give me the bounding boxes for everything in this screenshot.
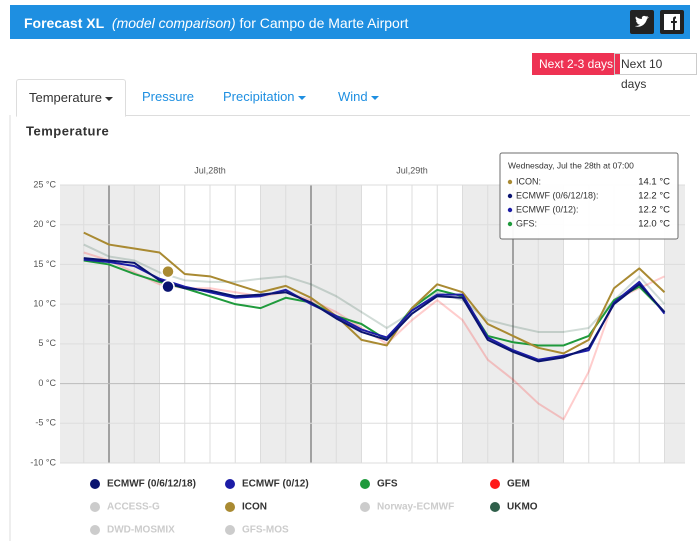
tooltip-dot [507, 221, 513, 227]
y-tick-label: 5 °C [38, 338, 56, 348]
twitter-button[interactable] [630, 10, 654, 34]
series-line [83, 251, 665, 421]
tooltip-row-value: 14.1 °C [638, 177, 670, 188]
night-band [60, 185, 160, 463]
tooltip-box [499, 152, 679, 240]
facebook-button[interactable] [660, 10, 684, 34]
header-location: for Campo de Marte Airport [239, 15, 409, 31]
y-tick-label: 15 °C [33, 259, 56, 269]
legend-label[interactable]: ICON [242, 502, 267, 513]
series-line [83, 231, 666, 355]
precipitation-tab[interactable]: Precipitation [211, 79, 318, 115]
legend-marker [360, 479, 370, 489]
header-text: Forecast XL (model comparison) for Campo… [24, 15, 408, 31]
night-band [260, 185, 362, 463]
tooltip-row-name: GFS: [516, 218, 537, 228]
legend-marker [90, 479, 100, 489]
legend-label[interactable]: ECMWF (0/12) [242, 479, 309, 490]
tooltip-row-name: ICON: [516, 176, 541, 186]
tab-label: Temperature [29, 90, 102, 105]
legend-label[interactable]: GFS-MOS [242, 525, 289, 536]
hover-marker [161, 264, 175, 279]
legend-marker [225, 525, 235, 535]
pressure-tab[interactable]: Pressure [130, 79, 206, 115]
x-tick-label: Jul,29th [396, 165, 428, 175]
y-tick-label: 10 °C [33, 299, 56, 309]
chart-title: Temperature [26, 123, 109, 138]
header-bar: Forecast XL (model comparison) for Campo… [10, 5, 690, 39]
header-title: Forecast XL [24, 15, 105, 31]
tooltip-dot [507, 207, 513, 213]
legend-marker [90, 502, 100, 512]
tab-label: Pressure [142, 89, 195, 104]
legend-label[interactable]: DWD-MOSMIX [107, 525, 175, 536]
legend-marker [90, 525, 100, 535]
tooltip-row-value: 12.2 °C [638, 205, 670, 216]
tooltip-row-name: ECMWF (0/12): [516, 204, 579, 214]
header-subtitle: (model comparison) [111, 15, 236, 31]
legend-label[interactable]: ACCESS-G [107, 502, 160, 513]
night-band [462, 185, 564, 463]
legend-marker [225, 502, 235, 512]
tooltip-row-value: 12.2 °C [638, 191, 670, 202]
legend-marker [360, 502, 370, 512]
facebook-icon [664, 14, 680, 30]
legend-label[interactable]: GFS [377, 479, 398, 490]
y-tick-label: -10 °C [30, 457, 56, 467]
y-tick-label: 20 °C [33, 219, 56, 229]
tab-label: Precipitation [223, 89, 295, 104]
legend-label[interactable]: ECMWF (0/6/12/18) [107, 479, 196, 490]
legend-marker [490, 502, 500, 512]
series-line [83, 243, 666, 333]
temperature-tab[interactable]: Temperature [16, 79, 126, 117]
tooltip-dot [507, 193, 513, 199]
series-line [83, 257, 666, 363]
legend-marker [490, 479, 500, 489]
tooltip-row-value: 12.0 °C [638, 219, 670, 230]
next-2-3-days-button[interactable]: Next 2-3 days [532, 53, 621, 75]
legend-marker [225, 479, 235, 489]
x-tick-label: Jul,28th [194, 165, 226, 175]
tooltip-dot [507, 179, 513, 185]
hover-marker [161, 279, 175, 294]
series-line [83, 259, 666, 347]
y-tick-label: 25 °C [33, 179, 56, 189]
tab-bar: Temperature Pressure Precipitation Wind [16, 79, 690, 117]
legend-label[interactable]: GEM [507, 479, 530, 490]
tooltip-row-name: ECMWF (0/6/12/18): [516, 190, 599, 200]
night-band [664, 185, 685, 463]
tooltip-title: Wednesday, Jul the 28th at 07:00 [508, 160, 634, 170]
y-tick-label: -5 °C [35, 418, 56, 428]
tab-label: Wind [338, 89, 368, 104]
y-tick-label: 0 °C [38, 378, 56, 388]
legend-label[interactable]: UKMO [507, 502, 538, 513]
next-10-days-button[interactable]: Next 10 days [614, 53, 697, 91]
series-line [83, 258, 666, 361]
twitter-icon [635, 15, 649, 27]
legend-label[interactable]: Norway-ECMWF [377, 502, 454, 513]
wind-tab[interactable]: Wind [326, 79, 391, 115]
